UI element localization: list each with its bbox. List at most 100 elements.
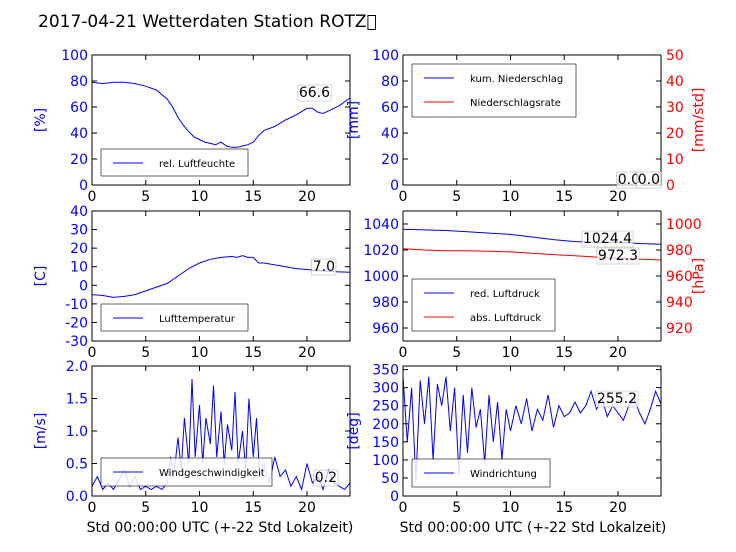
y-tick-label: 60 (70, 100, 88, 116)
x-tick-label: 10 (191, 189, 209, 205)
x-tick-label: 15 (244, 189, 262, 205)
plot-frame (402, 54, 662, 186)
value-annotation-2: 0.0 (638, 172, 660, 188)
chart-panel-3: 0 5 10 15 20 -30 -20 -10 0 10 20 30 40 [C] Lufttempera… (33, 204, 351, 361)
x-tick-label: 5 (452, 189, 461, 205)
y-tick-label: 0.5 (66, 457, 88, 473)
x-tick-label: 5 (452, 500, 461, 516)
y2-tick-label: 1000 (666, 217, 702, 233)
x-tick-label: 15 (244, 345, 262, 361)
y-axis-label: [%] (33, 108, 49, 132)
x-tick-label: 0 (399, 500, 408, 516)
plot-frame (91, 54, 351, 186)
legend: Windrichtung (411, 458, 551, 488)
y-tick-label: 40 (70, 126, 88, 142)
y-tick-label: 200 (372, 417, 399, 433)
y-tick-label: 40 (70, 204, 88, 220)
legend-box (411, 278, 556, 332)
y2-tick-label: 960 (666, 269, 693, 285)
y-tick-label: 1.5 (66, 392, 88, 408)
y2-tick-label: 30 (666, 100, 684, 116)
y-tick-label: 250 (372, 399, 399, 415)
x-tick-label: 0 (88, 189, 97, 205)
legend-label: kum. Niederschlag (470, 74, 563, 85)
legend: red. Luftdruck abs. Luftdruck (411, 278, 556, 332)
y-tick-label: 50 (381, 471, 399, 487)
chart-panel-2: 0 5 10 15 20 0 20 40 60 80 100 0 10 20 30 40 50 [mm] [mm/s… (346, 48, 707, 205)
plot-frame (91, 210, 351, 342)
y-tick-label: 80 (70, 74, 88, 90)
x-axis-label-right: Std 00:00:00 UTC (+-22 Std Lokalzeit) (400, 520, 667, 536)
chart-panel-1: 0 5 10 15 20 0 20 40 60 80 100 [%] rel. Luftfeuchte 6… (33, 48, 351, 205)
y2-tick-label: 940 (666, 295, 693, 311)
y-tick-label: 150 (372, 435, 399, 451)
y-tick-label: 100 (372, 48, 399, 64)
x-tick-label: 10 (502, 189, 520, 205)
x-tick-label: 5 (452, 345, 461, 361)
x-tick-label: 10 (502, 345, 520, 361)
chart-panel-6: 0 5 10 15 20050100150200250300350[deg]Windri… (346, 363, 662, 516)
y-tick-label: -30 (65, 334, 88, 350)
series-line-1 (92, 255, 350, 298)
x-tick-label: 0 (399, 345, 408, 361)
y-tick-label: 1020 (363, 243, 399, 259)
y-tick-label: 1040 (363, 217, 399, 233)
y-tick-label: 0 (390, 489, 399, 505)
value-annotation-box (297, 84, 332, 102)
y2-tick-label: 980 (666, 243, 693, 259)
x-tick-label: 20 (609, 345, 627, 361)
y2-tick-label: 40 (666, 74, 684, 90)
y-tick-label: 1.0 (66, 424, 88, 440)
x-tick-label: 0 (399, 189, 408, 205)
y-tick-label: 60 (381, 100, 399, 116)
x-tick-label: 20 (609, 500, 627, 516)
legend-label: Windgeschwindigkeit (159, 468, 265, 479)
value-annotation: 7.0 (313, 259, 335, 275)
value-annotation: 255.2 (597, 391, 637, 407)
y2-tick-label: 50 (666, 48, 684, 64)
x-tick-label: 15 (555, 345, 573, 361)
y-tick-label: 100 (61, 48, 88, 64)
x-tick-label: 5 (141, 500, 150, 516)
x-axis-label-left: Std 00:00:00 UTC (+-22 Std Lokalzeit) (87, 520, 354, 536)
x-tick-label: 0 (88, 500, 97, 516)
y-tick-label: 2.0 (66, 359, 88, 375)
y-tick-label: 0 (79, 278, 88, 294)
y-tick-label: 10 (70, 260, 88, 276)
legend: rel. Luftfeuchte (100, 148, 249, 177)
x-tick-label: 20 (298, 500, 316, 516)
legend: Windgeschwindigkeit (100, 457, 273, 487)
x-tick-label: 20 (609, 189, 627, 205)
y-axis-label: [C] (33, 266, 49, 287)
value-annotation-2: 972.3 (598, 248, 638, 264)
chart-panel-4: 0 5 10 15 20 960 980 1000 1020 1040 920 940 960 980 10… (363, 210, 707, 361)
y2-tick-label: 0 (666, 178, 675, 194)
x-tick-label: 5 (141, 345, 150, 361)
x-tick-label: 10 (502, 500, 520, 516)
legend: Lufttemperatur (100, 303, 249, 332)
y-tick-label: 20 (381, 152, 399, 168)
y-tick-label: 1000 (363, 269, 399, 285)
figure-title: 2017-04-21 Wetterdaten Station ROTZ  (38, 12, 377, 32)
y-tick-label: 0 (79, 178, 88, 194)
value-annotation-box (581, 230, 634, 248)
x-tick-label: 5 (141, 189, 150, 205)
y-tick-label: -20 (65, 315, 88, 331)
x-tick-label: 15 (555, 189, 573, 205)
legend-label: abs. Luftdruck (470, 313, 541, 324)
legend-label: rel. Luftfeuchte (159, 159, 235, 170)
y-tick-label: 20 (70, 152, 88, 168)
y-tick-label: 100 (372, 453, 399, 469)
x-tick-label: 20 (298, 345, 316, 361)
y2-tick-label: 20 (666, 126, 684, 142)
y-axis-label: [mm] (346, 101, 362, 139)
y-tick-label: -10 (65, 297, 88, 313)
x-tick-label: 15 (555, 500, 573, 516)
legend: kum. Niederschlag Niederschlagsrate (411, 63, 577, 118)
value-annotation-box (595, 390, 639, 408)
y-axis-label: [deg] (346, 412, 362, 449)
y-tick-label: 980 (372, 295, 399, 311)
x-tick-label: 10 (191, 500, 209, 516)
y2-axis-label: [hPa] (691, 258, 707, 294)
